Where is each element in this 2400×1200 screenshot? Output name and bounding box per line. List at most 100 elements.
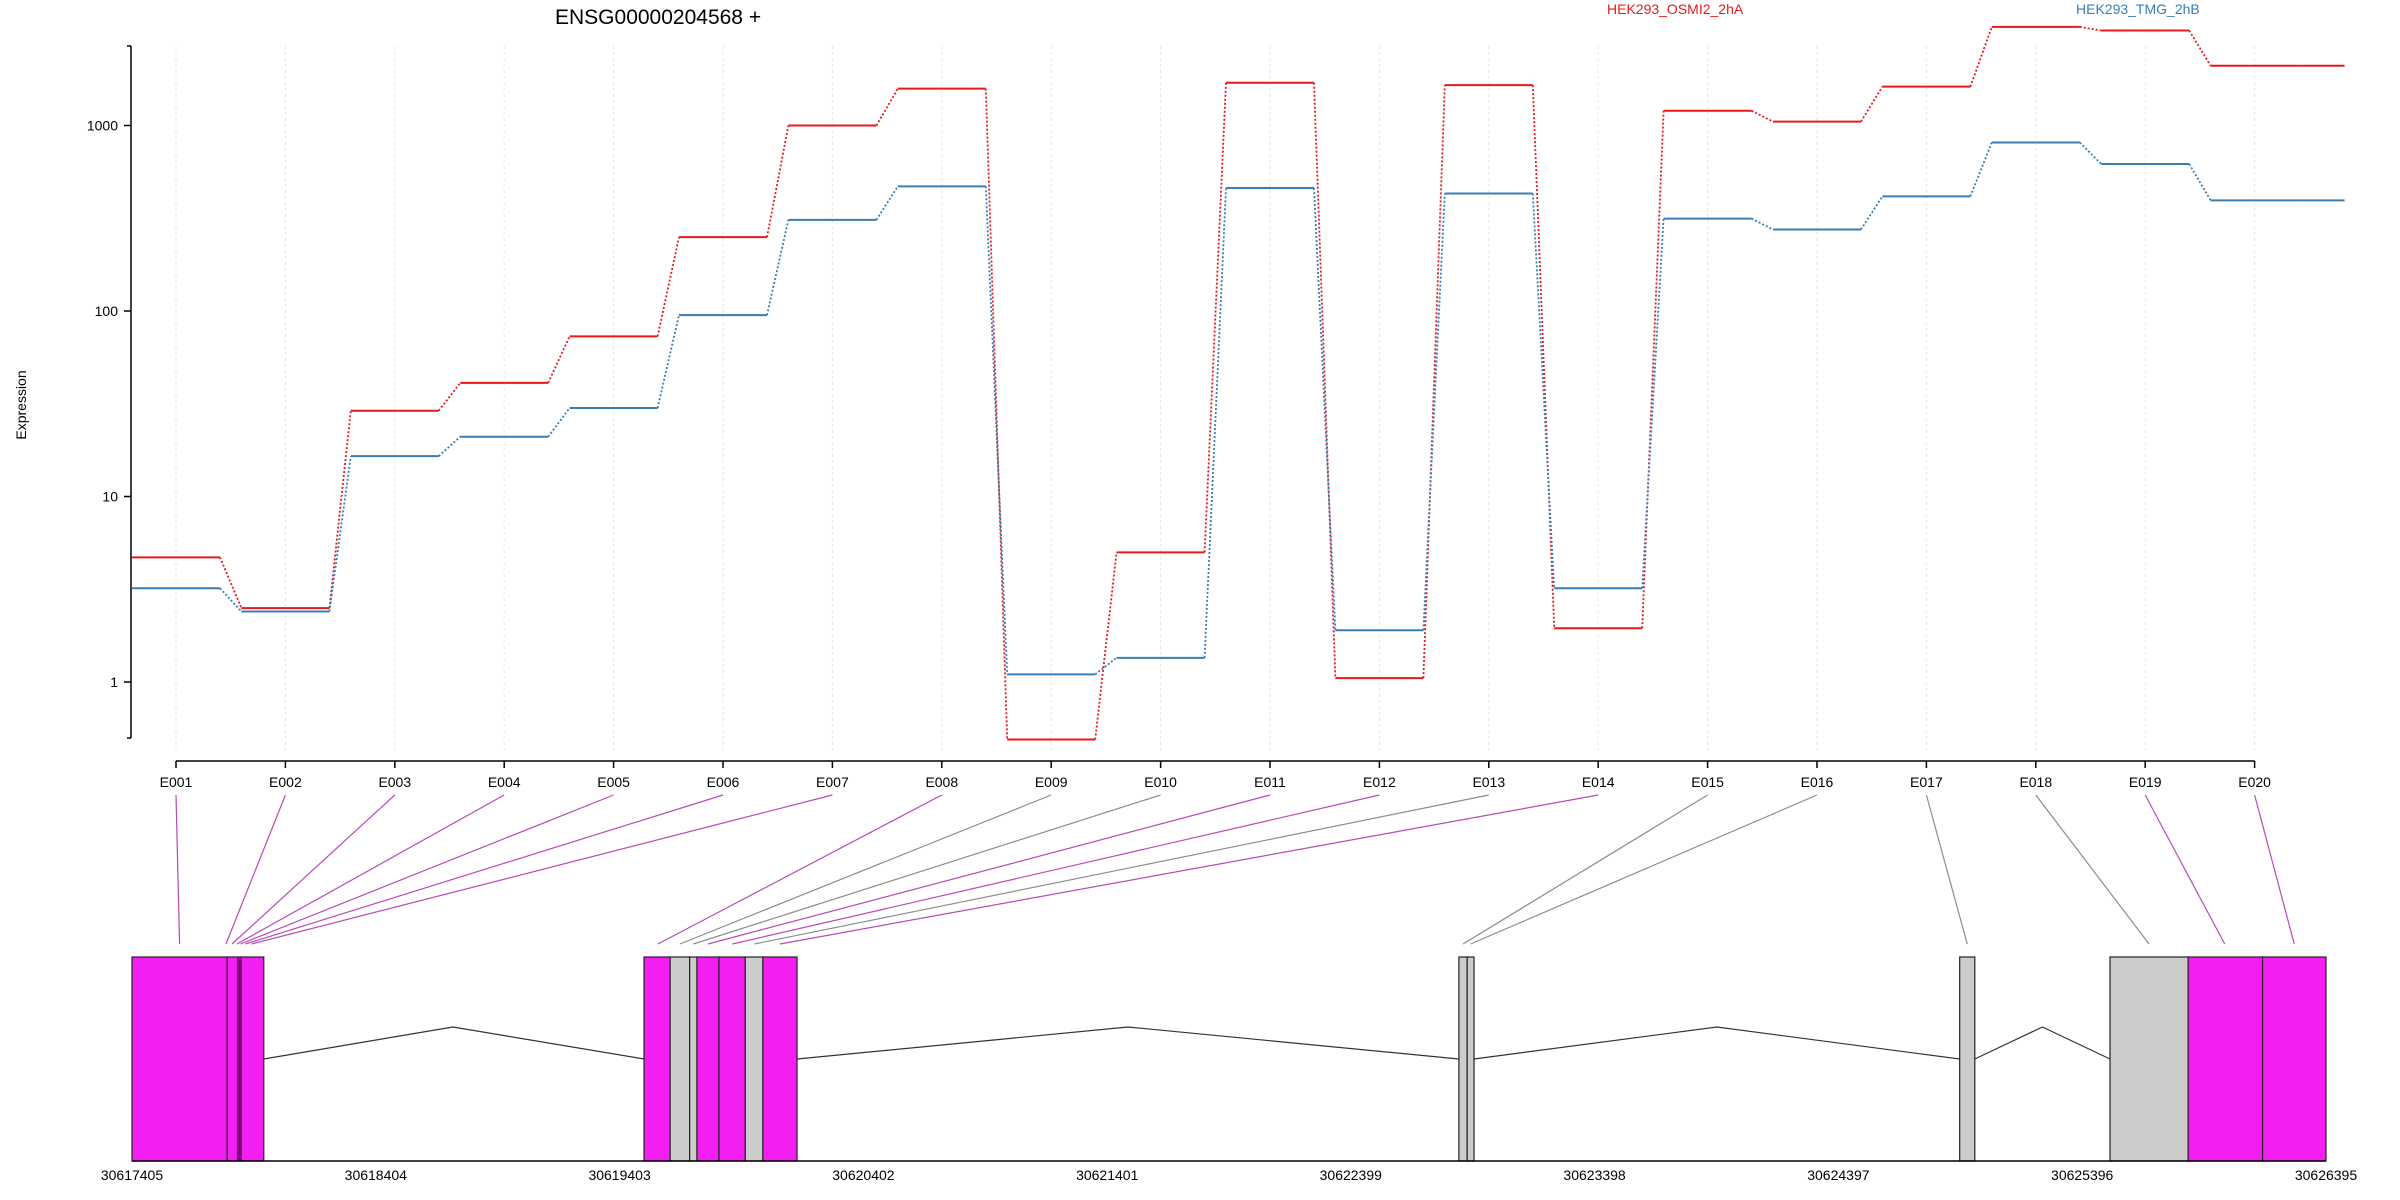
- series-0-transition-18: [2079, 26, 2102, 32]
- exon-block-6: [689, 956, 698, 1162]
- coord-tick-label: 30625396: [2051, 1167, 2114, 1183]
- connector-e003: [231, 794, 396, 945]
- series-1-transition-6: [766, 219, 790, 316]
- coord-tick-label: 30626395: [2295, 1167, 2358, 1183]
- coord-tick-label: 30622399: [1320, 1167, 1383, 1183]
- series-1-transition-3: [438, 436, 461, 457]
- x-tick-label-e014: E014: [1582, 774, 1615, 790]
- x-tick-label-e020: E020: [2238, 774, 2271, 790]
- connector-e014: [779, 794, 1599, 945]
- series-1-transition-1: [219, 587, 243, 613]
- x-tick-label-e002: E002: [269, 774, 302, 790]
- connector-layer: [175, 794, 2295, 945]
- x-tick-label-e003: E003: [378, 774, 411, 790]
- series-1-transition-19: [2188, 163, 2212, 201]
- series-1-transition-17: [1969, 142, 1993, 197]
- x-tick-label-e013: E013: [1472, 774, 1505, 790]
- series-1-transition-16: [1860, 195, 1884, 230]
- x-tick-label-e015: E015: [1691, 774, 1724, 790]
- series-0-transition-15: [1751, 110, 1774, 123]
- series-1-transition-4: [547, 407, 571, 438]
- series-0-transition-10: [1203, 82, 1227, 553]
- intron-3: [1473, 1026, 1960, 1060]
- x-tick-label-e004: E004: [488, 774, 521, 790]
- legend-entry-1: HEK293_TMG_2hB: [2076, 1, 2200, 17]
- series-0-transition-8: [984, 88, 1009, 740]
- series-0-transition-9: [1094, 552, 1118, 740]
- coord-tick-label: 30620402: [832, 1167, 895, 1183]
- series-0-transition-4: [547, 335, 571, 384]
- connector-e001: [175, 794, 181, 945]
- series-0-transition-19: [2188, 30, 2212, 67]
- y-tick-label: 100: [95, 303, 119, 319]
- series-1-transition-9: [1094, 657, 1118, 676]
- connector-e013: [754, 794, 1489, 945]
- exon-block-12: [1466, 956, 1475, 1162]
- intron-4: [1974, 1026, 2111, 1060]
- series-0-transition-11: [1313, 82, 1337, 679]
- x-tick-label-e008: E008: [925, 774, 958, 790]
- series-0: [132, 25, 2345, 741]
- x-tick-label-e007: E007: [816, 774, 849, 790]
- x-tick-label-e018: E018: [2019, 774, 2052, 790]
- series-1-transition-13: [1531, 193, 1556, 589]
- exon-block-13: [1959, 956, 1976, 1162]
- series-1-transition-5: [656, 314, 680, 409]
- x-tick-label-e011: E011: [1254, 774, 1286, 790]
- connector-e016: [1470, 794, 1818, 945]
- x-tick-label-e017: E017: [1910, 774, 1943, 790]
- series-1-transition-18: [2079, 141, 2102, 165]
- exon-block-14: [2109, 956, 2189, 1162]
- connector-e011: [707, 794, 1271, 945]
- y-tick-label: 1000: [87, 118, 118, 134]
- coord-tick-label: 30623398: [1563, 1167, 1626, 1183]
- series-0-transition-2: [328, 410, 352, 609]
- connector-e002: [225, 794, 286, 945]
- connector-e010: [693, 794, 1161, 945]
- x-tick-label-e012: E012: [1363, 774, 1396, 790]
- connector-e009: [679, 794, 1052, 945]
- coord-tick-label: 30618404: [345, 1167, 408, 1183]
- series-1-transition-14: [1641, 218, 1665, 589]
- connector-e015: [1462, 794, 1708, 945]
- series-0-transition-6: [766, 125, 790, 238]
- connector-e020: [2254, 794, 2295, 945]
- series-0-transition-3: [438, 382, 461, 412]
- series-0-transition-17: [1969, 26, 1993, 87]
- exon-block-16: [2261, 956, 2327, 1162]
- series-0-transition-13: [1531, 85, 1556, 629]
- connector-e008: [657, 794, 943, 945]
- x-tick-label-e009: E009: [1035, 774, 1068, 790]
- series-1-transition-11: [1313, 188, 1337, 631]
- exon-block-7: [696, 956, 720, 1162]
- connector-e018: [2035, 794, 2150, 945]
- exon-block-9: [744, 956, 764, 1162]
- gene-model-layer: 30617405 30618404 30619403 30620402 30621401…: [101, 956, 2358, 1183]
- connector-e012: [732, 794, 1380, 945]
- exon-block-4: [643, 956, 671, 1162]
- coord-tick-label: 30621401: [1076, 1167, 1139, 1183]
- exon-block-8: [718, 956, 746, 1162]
- series-0-transition-1: [219, 556, 243, 609]
- intron-2: [796, 1026, 1459, 1060]
- coord-tick-label: 30619403: [588, 1167, 651, 1183]
- series-1-transition-12: [1422, 193, 1446, 631]
- grid-layer: [175, 46, 2256, 752]
- exon-block-5: [669, 956, 691, 1162]
- x-tick-label-e006: E006: [707, 774, 740, 790]
- chart-title: ENSG00000204568 +: [555, 6, 761, 29]
- series-1: [132, 141, 2345, 676]
- connector-e004: [236, 794, 505, 945]
- series-0-transition-7: [875, 88, 899, 126]
- series-0-transition-16: [1860, 86, 1884, 123]
- exon-block-11: [1458, 956, 1468, 1162]
- series-0-transition-5: [656, 236, 680, 337]
- series-1-transition-7: [875, 185, 899, 221]
- series-1-transition-15: [1751, 217, 1774, 231]
- connector-e006: [245, 794, 724, 945]
- series-1-transition-10: [1203, 188, 1227, 658]
- axes-layer: 1 10 100 1000 E001 E002 E003 E004 E005 E006 E007 E0…: [87, 45, 2271, 790]
- series-1-transition-2: [328, 456, 352, 612]
- y-axis-label: Expression: [13, 370, 29, 439]
